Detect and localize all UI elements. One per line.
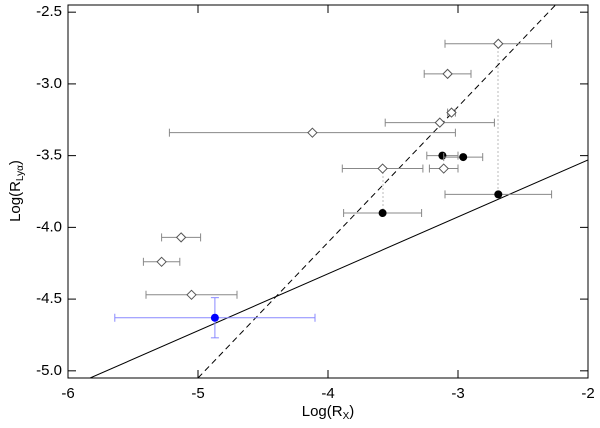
x-tick-label: -6 — [61, 385, 74, 402]
point — [438, 163, 449, 174]
y-tick-label: -3.0 — [36, 75, 62, 92]
point — [377, 163, 388, 174]
x-tick-label: -2 — [581, 385, 594, 402]
fit-line — [197, 5, 556, 378]
point — [438, 151, 447, 160]
y-tick-label: -4.0 — [36, 218, 62, 235]
y-label-sub: Lyα — [15, 165, 26, 181]
x-tick-label: -5 — [191, 385, 204, 402]
y-axis-label: Log(RLyα) — [7, 160, 26, 222]
point — [175, 232, 187, 243]
point — [186, 289, 197, 300]
point — [442, 68, 453, 80]
y-tick-label: -2.5 — [36, 3, 62, 20]
y-tick-label: -5.0 — [36, 362, 62, 379]
frame — [67, 4, 589, 379]
point — [493, 38, 504, 49]
x-label-sub: X — [343, 411, 350, 422]
point — [446, 107, 457, 118]
point — [494, 190, 503, 199]
x-axis-label: Log(RX) — [302, 403, 355, 422]
fit-line — [89, 159, 588, 378]
y-label-part: ) — [7, 160, 24, 165]
x-label-part: ) — [349, 403, 354, 420]
point — [307, 127, 318, 138]
y-label-part: Log(R — [7, 181, 24, 222]
point — [459, 153, 468, 162]
y-tick-label: -3.5 — [36, 147, 62, 164]
point — [434, 117, 446, 128]
plot-area — [89, 5, 588, 378]
point — [156, 256, 167, 268]
point — [378, 209, 387, 218]
x-tick-label: -4 — [321, 385, 334, 402]
y-tick-label: -4.5 — [36, 290, 62, 307]
x-label-part: Log(R — [302, 403, 343, 420]
x-tick-label: -3 — [451, 385, 464, 402]
point — [210, 313, 219, 322]
